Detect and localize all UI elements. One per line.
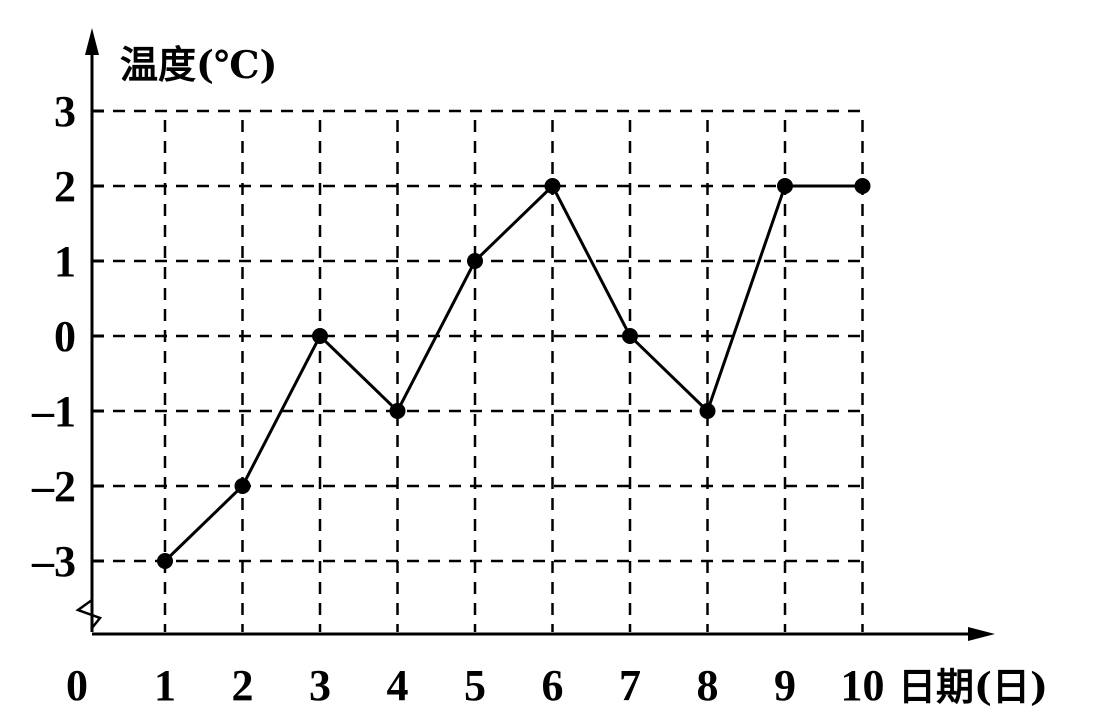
data-point <box>622 328 638 344</box>
series-polyline <box>163 183 863 563</box>
y-axis-title: 温度(℃) <box>120 42 278 87</box>
x-tick-label: 10 <box>841 661 885 710</box>
x-tick-label: 3 <box>309 661 331 710</box>
x-axis-title: 日期(日) <box>898 664 1048 709</box>
x-tick-label: 4 <box>387 661 409 710</box>
data-point <box>234 478 251 494</box>
data-point <box>777 178 793 194</box>
data-point <box>157 553 173 569</box>
y-tick-marks <box>92 109 104 563</box>
data-point <box>312 328 328 344</box>
data-points <box>157 178 871 569</box>
axes <box>75 28 995 641</box>
series-line <box>163 183 863 563</box>
data-point <box>854 178 871 194</box>
x-tick-label: 6 <box>542 661 564 710</box>
y-tick-label: –3 <box>31 537 76 586</box>
y-tick-label: 1 <box>54 237 76 286</box>
y-axis-arrow <box>85 28 99 55</box>
data-point <box>389 403 406 419</box>
y-tick-label: 0 <box>54 312 76 361</box>
x-tick-label: 9 <box>774 661 796 710</box>
y-tick-label: –2 <box>31 462 76 511</box>
x-tick-label: 2 <box>232 661 254 710</box>
x-tick-label: 8 <box>697 661 719 710</box>
y-tick-label: 3 <box>54 87 76 136</box>
x-tick-label: 5 <box>464 661 486 710</box>
grid-lines <box>92 109 864 632</box>
origin-label: 0 <box>66 661 88 710</box>
y-tick-label: 2 <box>54 162 76 211</box>
x-tick-label: 7 <box>619 661 641 710</box>
y-tick-label: –1 <box>31 387 76 436</box>
axis-break-mark <box>75 598 103 629</box>
data-point <box>544 178 561 194</box>
x-axis-arrow <box>968 627 995 641</box>
x-tick-label: 1 <box>154 661 176 710</box>
data-point <box>699 403 716 419</box>
data-point <box>467 253 483 269</box>
